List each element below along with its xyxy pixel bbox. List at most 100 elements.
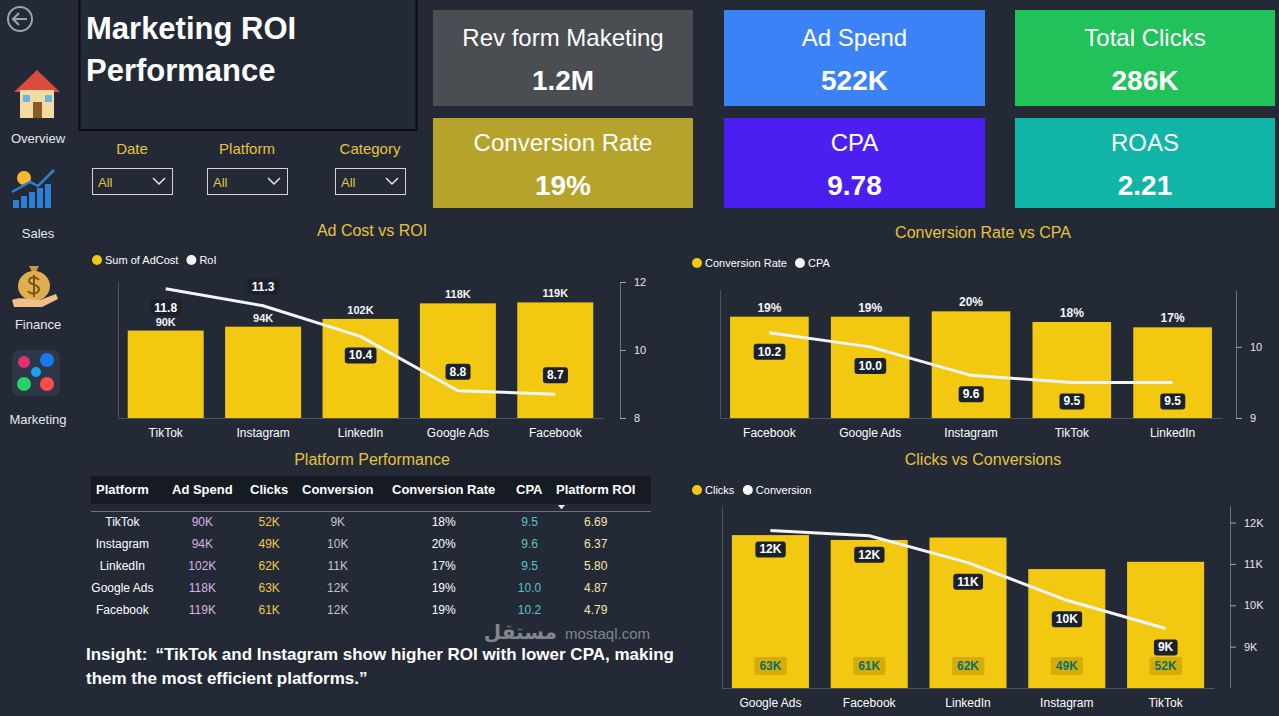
legend-label: Conversion (756, 484, 812, 496)
column-header: Platform ROI (556, 482, 635, 497)
bar (1133, 327, 1212, 418)
filter-chevron[interactable] (268, 178, 280, 184)
tick: TikTok (1148, 696, 1183, 710)
filter-value[interactable]: All (213, 175, 228, 190)
chart: Conversion Rate vs CPA Conversion Rate CPA… (692, 224, 1262, 440)
bar (732, 535, 809, 688)
x-axis: TikTokInstagramLinkedInGoogle AdsFaceboo… (119, 419, 604, 440)
data-label: 20% (959, 295, 983, 309)
data-label: 102K (347, 304, 373, 316)
filter-box[interactable] (208, 169, 288, 195)
tick: Facebook (843, 696, 897, 710)
tick: Facebook (743, 426, 797, 440)
nav-label[interactable]: Finance (15, 317, 61, 332)
nav-item[interactable]: Finance (12, 266, 61, 332)
filter-box[interactable] (336, 169, 406, 195)
filter[interactable]: Date All (93, 140, 173, 195)
table-cell: 5.80 (584, 559, 608, 573)
legend-swatch (186, 255, 196, 265)
data-label: 17% (1161, 311, 1185, 325)
bar (517, 302, 593, 418)
nav-icon[interactable] (12, 266, 58, 307)
kpi-value: 19% (535, 170, 591, 201)
data-label: 49K (1056, 659, 1078, 673)
tick-mark (620, 418, 626, 419)
table-cell: 11K (328, 559, 348, 573)
table: Platform PerformancePlatformAd SpendClic… (91, 451, 651, 617)
table-cell: 20% (432, 537, 456, 551)
filter[interactable]: Category All (336, 140, 406, 195)
data-label: 9K (1158, 640, 1174, 654)
y-axis (722, 507, 723, 689)
label-patch (854, 547, 884, 563)
table-cell: 19% (432, 581, 456, 595)
sort-indicator[interactable] (558, 505, 565, 510)
nav-item[interactable]: Marketing (9, 350, 66, 427)
x-axis-line (723, 688, 1215, 689)
nav-item[interactable]: Sales (12, 170, 55, 241)
plot (732, 530, 1204, 688)
tick-label: Instagram (944, 426, 997, 440)
y2-axis: 9K10K11K12K (1230, 507, 1264, 689)
icon-part (12, 350, 60, 396)
kpi: ROAS2.21 (1015, 118, 1275, 208)
filter-value[interactable]: All (341, 175, 356, 190)
y-axis (118, 283, 119, 419)
data-label: 8.8 (450, 365, 467, 379)
label-patch (952, 657, 984, 675)
label-patch (1160, 393, 1185, 409)
table-cell: 6.69 (584, 515, 608, 529)
insight-text: “TikTok and Instagram show higher ROI wi… (86, 645, 674, 688)
tick-label: 12K (1244, 517, 1264, 529)
data-label: 118K (445, 288, 471, 300)
icon-part (33, 102, 42, 118)
bar (831, 317, 910, 418)
data-label-group: 10.2 (754, 344, 786, 360)
back-arrow[interactable] (13, 13, 27, 25)
back-button[interactable] (8, 7, 32, 31)
legend-label: CPA (808, 257, 830, 269)
back-circle[interactable] (8, 7, 32, 31)
tick-label: 10 (634, 344, 646, 356)
nav-item[interactable]: Overview (11, 70, 66, 146)
table-cell: 4.87 (584, 581, 608, 595)
filter-label[interactable]: Date (116, 140, 148, 157)
filter-box[interactable] (93, 169, 173, 195)
table-cell: TikTok (105, 515, 140, 529)
filter[interactable]: Platform All (208, 140, 288, 195)
nav-icon[interactable] (14, 70, 60, 118)
dashboard: OverviewSalesFinanceMarketingDateAllPlat… (0, 0, 1279, 716)
tick-label: Facebook (529, 426, 583, 440)
legend-label: Conversion Rate (705, 257, 787, 269)
y2-axis-line (1236, 291, 1237, 419)
legend-swatch (795, 258, 805, 268)
bar (831, 540, 908, 688)
table-cell: 94K (192, 537, 213, 551)
icon-part (45, 184, 51, 208)
filter-chevron[interactable] (386, 178, 398, 184)
label-patch (1051, 657, 1083, 675)
tick-label: 8 (634, 412, 640, 424)
nav-label[interactable]: Overview (11, 131, 66, 146)
filter-label[interactable]: Platform (219, 140, 275, 157)
nav-icon[interactable] (12, 350, 60, 396)
data-label: 12K (759, 542, 781, 556)
filter-chevron[interactable] (153, 178, 165, 184)
icon-part (45, 95, 52, 102)
label-patch (1059, 393, 1084, 409)
nav-label[interactable]: Sales (22, 226, 55, 241)
tick-label: 9K (1244, 641, 1258, 653)
nav-icon[interactable] (12, 170, 54, 208)
chart-title: Conversion Rate vs CPA (895, 224, 1071, 241)
tick-mark (1236, 418, 1242, 419)
filter-value[interactable]: All (98, 175, 113, 190)
plot (128, 289, 594, 418)
tick: Google Ads (427, 426, 489, 440)
table-cell: 90K (192, 515, 213, 529)
y-axis (720, 291, 721, 419)
table-cell: 12K (327, 603, 348, 617)
table-cell: 6.37 (584, 537, 608, 551)
nav-label[interactable]: Marketing (9, 412, 66, 427)
filter-label[interactable]: Category (340, 140, 401, 157)
icon-part (29, 192, 35, 208)
